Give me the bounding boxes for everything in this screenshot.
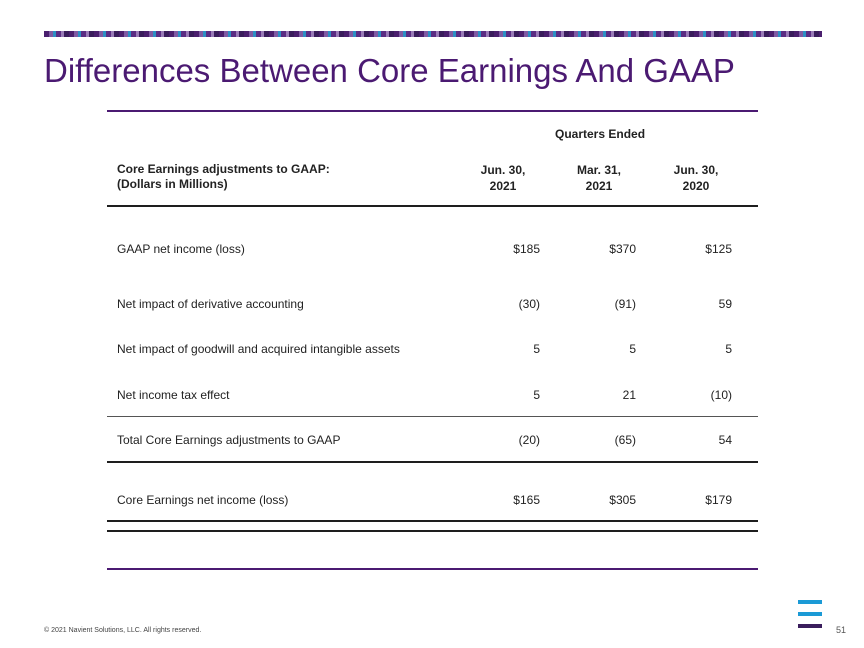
cell-value: 5 [629,342,636,356]
cell-value: (20) [518,433,540,447]
cell-value: (10) [710,388,732,402]
row-label: Net impact of derivative accounting [117,297,304,311]
cell-value: 54 [718,433,732,447]
cell-value: 5 [533,342,540,356]
row-header-title: Core Earnings adjustments to GAAP: [117,162,330,176]
page-title: Differences Between Core Earnings And GA… [44,52,735,89]
cell-value: (65) [614,433,636,447]
copyright-footer: © 2021 Navient Solutions, LLC. All right… [44,627,202,634]
group-header: Quarters Ended [555,127,646,141]
row-label: Total Core Earnings adjustments to GAAP [117,433,341,447]
cell-value: $125 [705,242,732,256]
row-label: Net impact of goodwill and acquired inta… [117,342,400,356]
row-header-units: (Dollars in Millions) [117,177,228,191]
cell-value: 5 [725,342,732,356]
logo-bar-bottom [798,624,822,628]
column-header-line1: Jun. 30, [673,163,719,177]
navient-logo-icon [798,598,822,634]
total-double-rule-top [107,520,758,522]
cell-value: 59 [718,297,732,311]
row-label: Net income tax effect [117,388,230,402]
column-header-jun-2021: Jun. 30, 2021 [458,162,548,194]
column-header-mar-2021: Mar. 31, 2021 [554,162,644,194]
header-bottom-rule [107,205,758,207]
column-header-line2: 2020 [682,179,710,193]
subtotal-bottom-rule [107,461,758,463]
cell-value: $370 [609,242,636,256]
table-bottom-rule [107,568,758,570]
row-label: GAAP net income (loss) [117,242,245,256]
table-top-rule [107,110,758,112]
cell-value: (30) [518,297,540,311]
cell-value: $179 [705,493,732,507]
cell-value: (91) [614,297,636,311]
page-number: 51 [836,625,847,635]
column-header-jun-2020: Jun. 30, 2020 [651,162,741,194]
cell-value: 5 [533,388,540,402]
column-header-line1: Mar. 31, [576,163,622,177]
cell-value: $305 [609,493,636,507]
row-label: Core Earnings net income (loss) [117,493,289,507]
logo-bar-middle [798,612,822,616]
cell-value: $165 [513,493,540,507]
total-double-rule-bottom [107,530,758,532]
cell-value: $185 [513,242,540,256]
logo-bar-top [798,600,822,604]
subtotal-top-rule [107,416,758,417]
column-header-line2: 2021 [489,179,517,193]
column-header-line2: 2021 [585,179,613,193]
cell-value: 21 [622,388,636,402]
column-header-line1: Jun. 30, [480,163,526,177]
top-decorative-stripe [44,31,822,37]
